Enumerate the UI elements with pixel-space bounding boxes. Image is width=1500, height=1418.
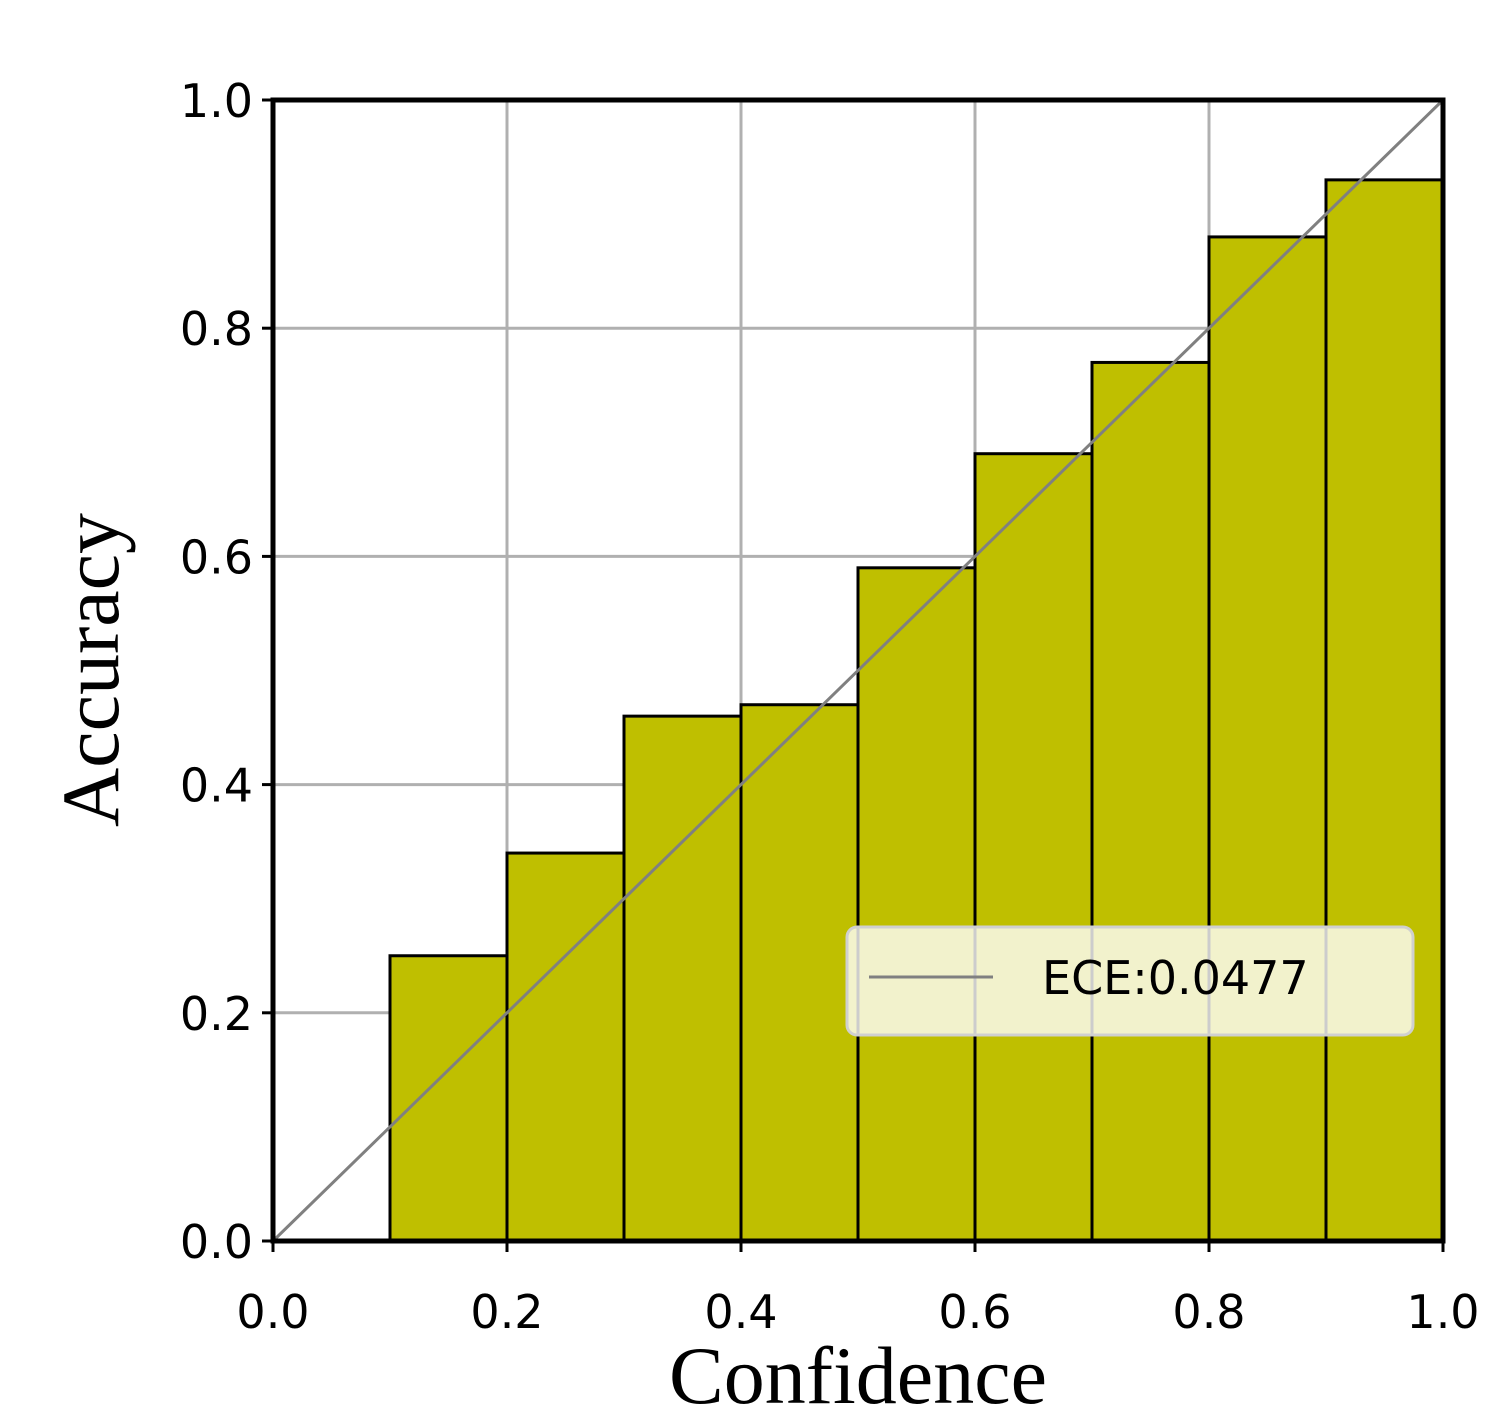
bar xyxy=(973,452,1094,1243)
y-tick-label: 0.4 xyxy=(180,759,253,813)
bar xyxy=(739,703,860,1243)
bars xyxy=(388,178,1445,1243)
bar xyxy=(1324,178,1445,1243)
bar xyxy=(1207,235,1328,1243)
x-tick-label: 0.6 xyxy=(938,1285,1011,1339)
plot-frame xyxy=(270,97,1446,1244)
bar xyxy=(1090,360,1211,1243)
y-tick-label: 0.8 xyxy=(180,302,253,356)
bar xyxy=(505,851,626,1243)
legend: ECE:0.0477 xyxy=(845,925,1415,1037)
bar xyxy=(856,566,977,1243)
legend-box xyxy=(845,925,1415,1037)
y-tick-label: 0.0 xyxy=(180,1215,253,1269)
bar xyxy=(622,714,743,1243)
x-tick-label: 0.8 xyxy=(1172,1285,1245,1339)
y-tick-label: 0.2 xyxy=(180,987,253,1041)
reference-line xyxy=(271,98,1445,1243)
bar xyxy=(388,954,509,1243)
legend-label: ECE:0.0477 xyxy=(1042,951,1309,1005)
y-tick-label: 1.0 xyxy=(180,74,253,128)
x-axis-label: Confidence xyxy=(669,1330,1047,1418)
y-axis-label: Accuracy xyxy=(45,513,136,827)
reference xyxy=(271,98,1445,1243)
x-tick-label: 0.0 xyxy=(236,1285,309,1339)
x-tick-label: 1.0 xyxy=(1406,1285,1479,1339)
x-tick-label: 0.2 xyxy=(470,1285,543,1339)
y-tick-label: 0.6 xyxy=(180,530,253,584)
axes: 0.0 0.2 0.4 0.6 0.8 1.0 0.0 0.2 0.4 0.6 0.8 1.0 xyxy=(180,74,1480,1339)
x-tick-label: 0.4 xyxy=(704,1285,777,1339)
